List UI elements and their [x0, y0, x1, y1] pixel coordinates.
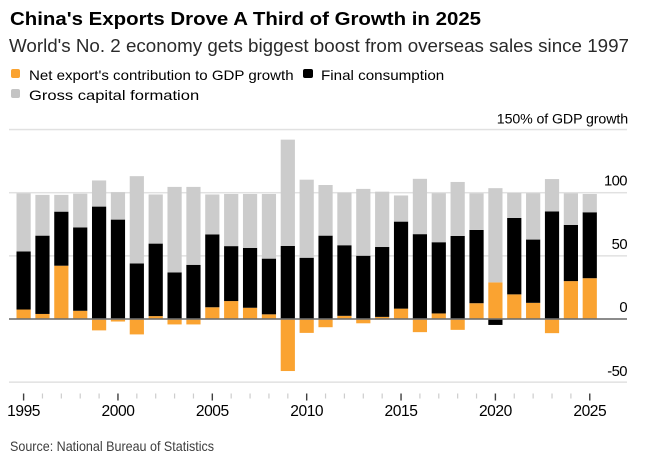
svg-text:2005: 2005 [196, 403, 230, 420]
svg-text:150% of GDP growth: 150% of GDP growth [497, 111, 628, 127]
svg-text:1995: 1995 [7, 403, 41, 420]
svg-text:2010: 2010 [290, 403, 324, 420]
svg-text:0: 0 [619, 300, 627, 316]
svg-text:2025: 2025 [573, 403, 607, 420]
svg-text:-50: -50 [607, 364, 627, 380]
svg-text:2000: 2000 [102, 403, 136, 420]
svg-text:100: 100 [604, 174, 627, 190]
svg-text:2015: 2015 [385, 403, 419, 420]
svg-text:50: 50 [612, 237, 628, 253]
svg-text:2020: 2020 [479, 403, 513, 420]
